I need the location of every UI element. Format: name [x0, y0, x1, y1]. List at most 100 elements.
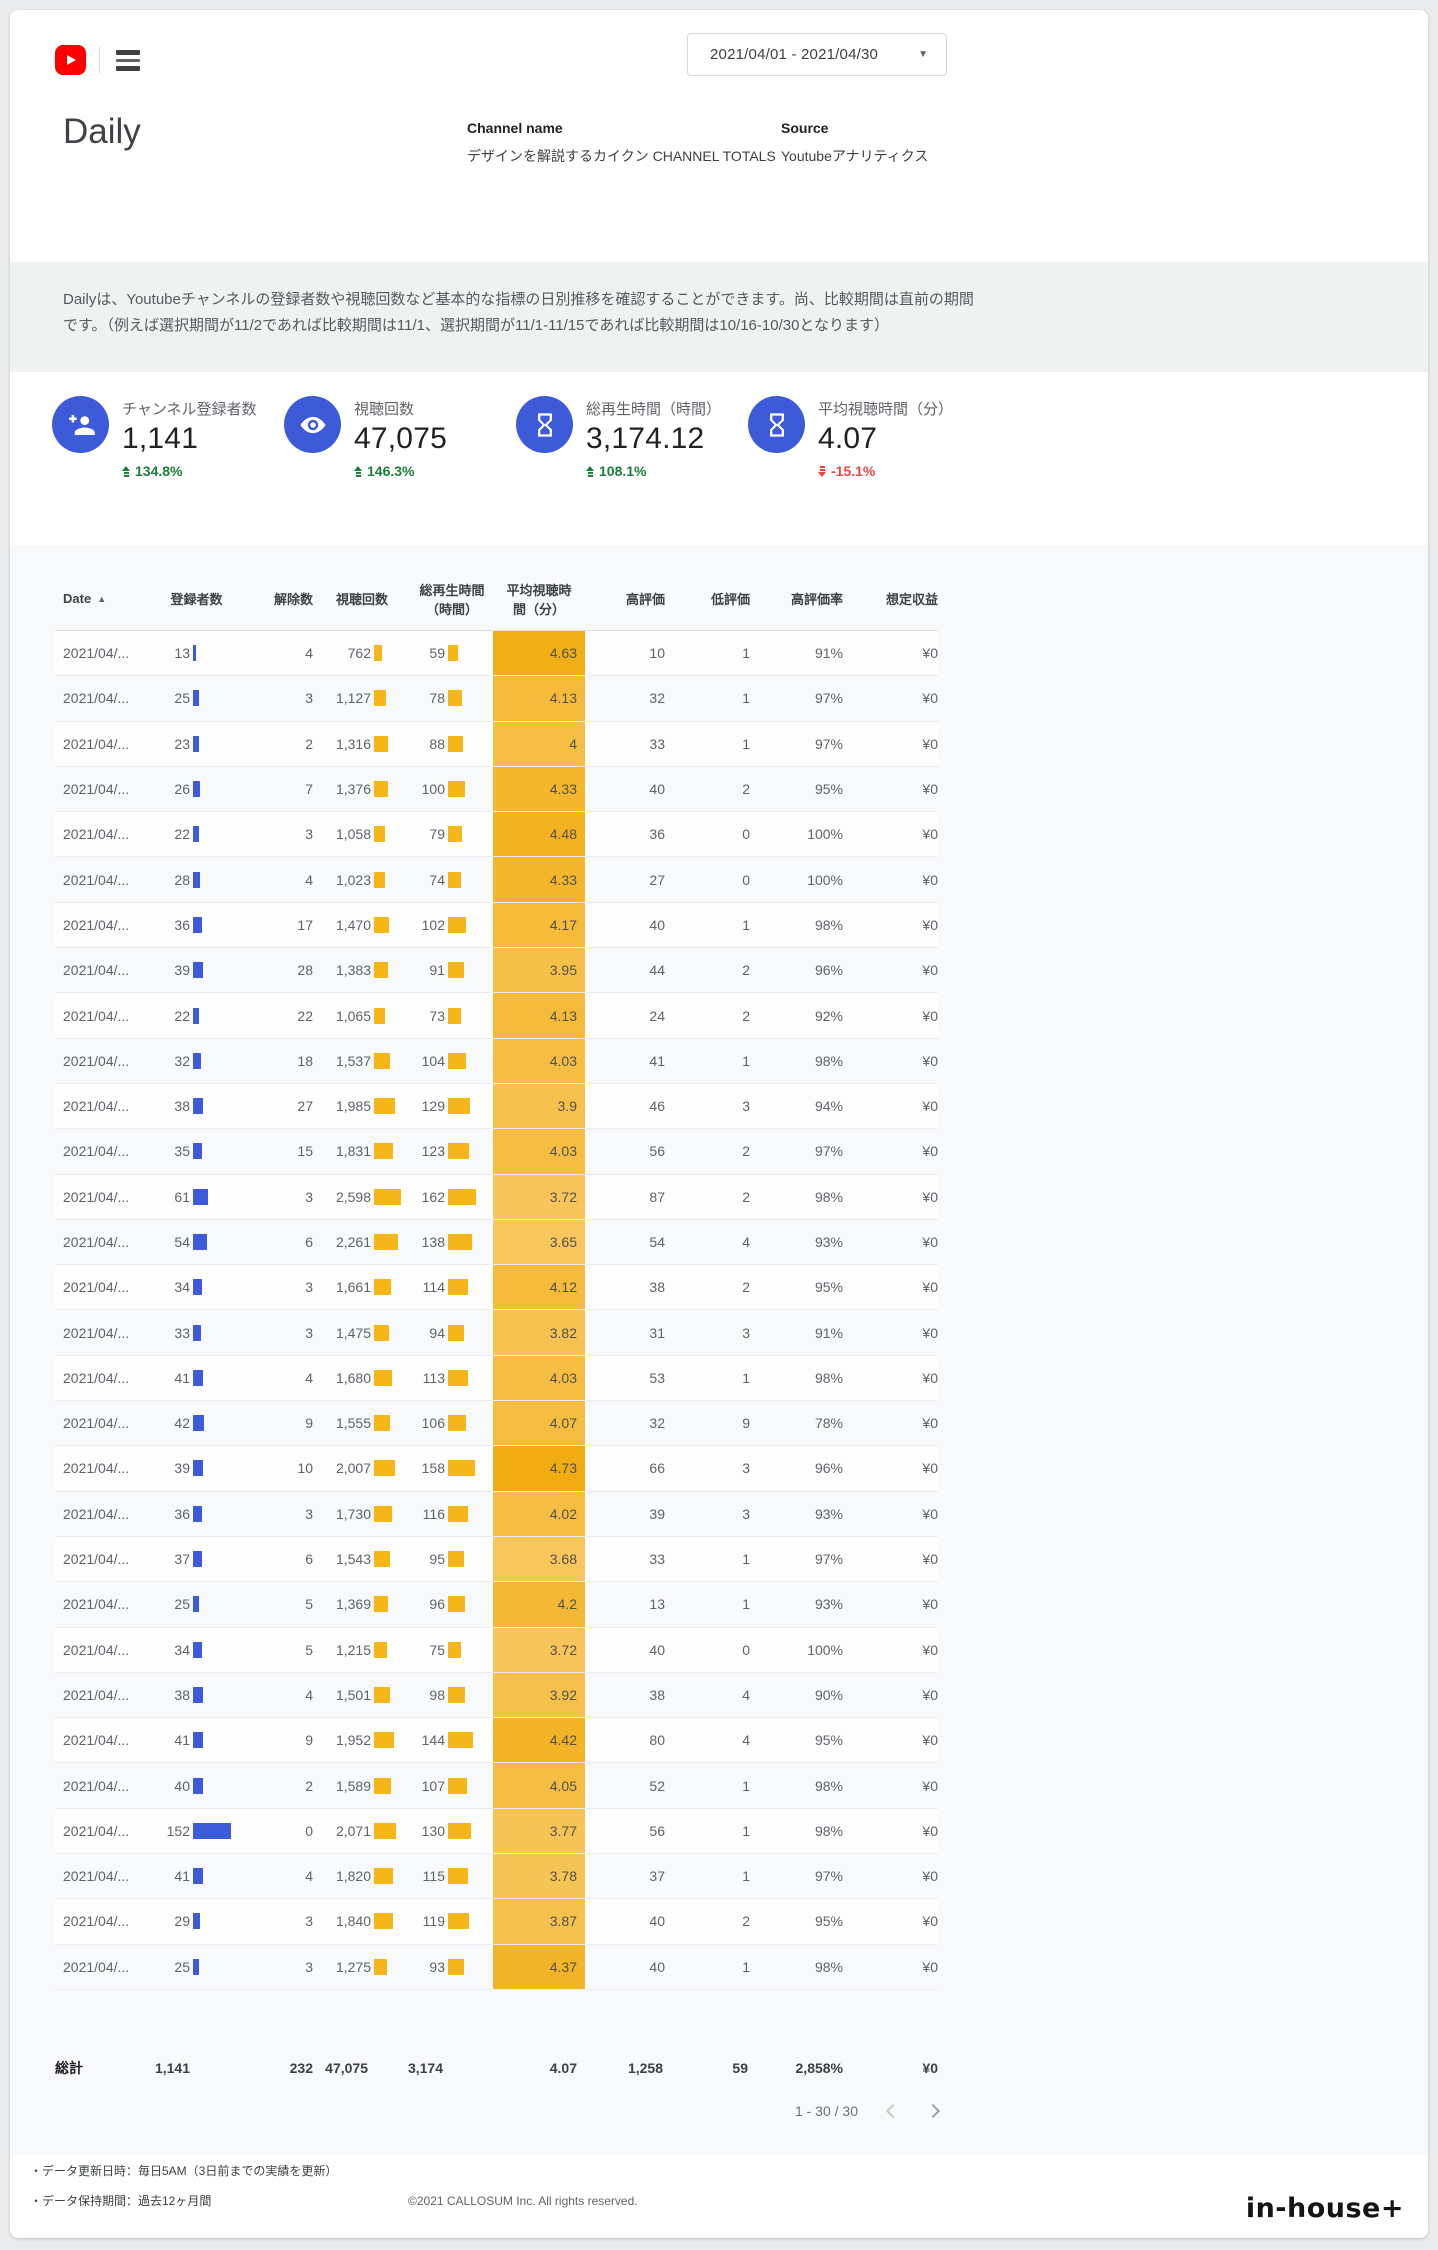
subscribers-bar [190, 1537, 238, 1581]
menu-icon[interactable] [116, 50, 140, 71]
like-rate-cell: 96% [814, 962, 843, 979]
watch-time-cell: 79 [429, 826, 445, 843]
table-row[interactable]: 2021/04/... 36 3 1,730 116 4.02 39 3 93% ¥0 [55, 1491, 938, 1537]
like-rate-cell: 97% [814, 1868, 843, 1885]
table-row[interactable]: 2021/04/... 38 27 1,985 129 3.9 46 3 94% ¥0 [55, 1083, 938, 1130]
subscribers-cell: 26 [174, 781, 190, 798]
subscribers-cell: 41 [174, 1868, 190, 1885]
table-row[interactable]: 2021/04/... 42 9 1,555 106 4.07 32 9 78% ¥0 [55, 1401, 938, 1447]
like-rate-cell: 97% [814, 1551, 843, 1568]
table-row[interactable]: 2021/04/... 32 18 1,537 104 4.03 41 1 98% ¥0 [55, 1038, 938, 1084]
table-row[interactable]: 2021/04/... 34 5 1,215 75 3.72 40 0 100% ¥0 [55, 1627, 938, 1673]
table-row[interactable]: 2021/04/... 54 6 2,261 138 3.65 54 4 93% ¥0 [55, 1219, 938, 1266]
subscribers-cell: 42 [174, 1415, 190, 1432]
views-cell: 1,661 [335, 1279, 371, 1296]
table-row[interactable]: 2021/04/... 152 0 2,071 130 3.77 56 1 98% ¥0 [55, 1808, 938, 1855]
column-header-avg-view-time[interactable]: 平均視聴時間（分） [506, 582, 572, 617]
watch-time-bar [445, 1537, 493, 1581]
likes-cell: 44 [649, 962, 665, 979]
table-row[interactable]: 2021/04/... 61 3 2,598 162 3.72 87 2 98% ¥0 [55, 1174, 938, 1220]
watch-time-cell: 158 [421, 1460, 445, 1477]
subscribers-bar [190, 1446, 238, 1490]
like-rate-cell: 95% [814, 1279, 843, 1296]
likes-cell: 10 [649, 645, 665, 662]
views-cell: 1,831 [335, 1143, 371, 1160]
like-rate-cell: 98% [814, 1369, 843, 1386]
column-header-views[interactable]: 視聴回数 [335, 592, 388, 607]
table-row[interactable]: 2021/04/... 26 7 1,376 100 4.33 40 2 95% ¥0 [55, 766, 938, 813]
subscribers-cell: 41 [174, 1369, 190, 1386]
date-range-selector[interactable]: 2021/04/01 - 2021/04/30 ▼ [687, 33, 947, 76]
subscribers-cell: 36 [174, 916, 190, 933]
table-row[interactable]: 2021/04/... 25 5 1,369 96 4.2 13 1 93% ¥0 [55, 1582, 938, 1628]
table-row[interactable]: 2021/04/... 28 4 1,023 74 4.33 27 0 100% ¥0 [55, 857, 938, 903]
table-row[interactable]: 2021/04/... 34 3 1,661 114 4.12 38 2 95% ¥0 [55, 1265, 938, 1311]
watch-time-cell: 113 [422, 1369, 445, 1386]
table-row[interactable]: 2021/04/... 41 4 1,680 113 4.03 53 1 98% ¥0 [55, 1355, 938, 1402]
table-row[interactable]: 2021/04/... 22 22 1,065 73 4.13 24 2 92% ¥0 [55, 993, 938, 1039]
date-cell: 2021/04/... [63, 1279, 130, 1296]
watch-time-cell: 98 [429, 1686, 445, 1703]
watch-time-bar [445, 1265, 493, 1309]
sort-asc-icon: ▲ [97, 594, 107, 604]
table-row[interactable]: 2021/04/... 25 3 1,275 93 4.37 40 1 98% ¥0 [55, 1944, 938, 1990]
table-row[interactable]: 2021/04/... 35 15 1,831 123 4.03 56 2 97% ¥0 [55, 1129, 938, 1175]
column-header-date[interactable]: Date ▲ [63, 591, 107, 606]
views-bar [371, 1854, 411, 1898]
dislikes-cell: 1 [742, 690, 750, 707]
table-row[interactable]: 2021/04/... 36 17 1,470 102 4.17 40 1 98% ¥0 [55, 902, 938, 949]
table-row[interactable]: 2021/04/... 41 4 1,820 115 3.78 37 1 97% ¥0 [55, 1854, 938, 1900]
watch-time-bar [445, 1220, 493, 1264]
prev-page-icon[interactable] [885, 2103, 901, 2119]
date-cell: 2021/04/... [63, 645, 130, 662]
like-rate-cell: 97% [814, 735, 843, 752]
column-header-dislikes[interactable]: 低評価 [710, 592, 750, 607]
watch-time-cell: 78 [429, 690, 445, 707]
column-header-likes[interactable]: 高評価 [625, 592, 665, 607]
revenue-cell: ¥0 [922, 1234, 938, 1250]
next-page-icon[interactable] [925, 2103, 941, 2119]
views-cell: 1,215 [335, 1641, 371, 1658]
avg-view-time-cell: 4.73 [493, 1446, 585, 1491]
dislikes-cell: 3 [742, 1505, 750, 1522]
unsubscribes-cell: 5 [305, 1596, 313, 1613]
column-header-subscribers[interactable]: 登録者数 [170, 592, 223, 607]
table-row[interactable]: 2021/04/... 22 3 1,058 79 4.48 36 0 100% ¥0 [55, 812, 938, 858]
like-rate-cell: 91% [814, 645, 843, 662]
table-row[interactable]: 2021/04/... 38 4 1,501 98 3.92 38 4 90% ¥0 [55, 1672, 938, 1719]
table-row[interactable]: 2021/04/... 25 3 1,127 78 4.13 32 1 97% ¥0 [55, 676, 938, 722]
kpi-views: 視聴回数 47,075 146.3% [284, 396, 516, 479]
watch-time-bar [445, 676, 493, 720]
subscribers-bar [190, 1763, 238, 1807]
date-cell: 2021/04/... [63, 1732, 130, 1749]
table-row[interactable]: 2021/04/... 29 3 1,840 119 3.87 40 2 95% ¥0 [55, 1899, 938, 1945]
date-cell: 2021/04/... [63, 1369, 130, 1386]
table-row[interactable]: 2021/04/... 13 4 762 59 4.63 10 1 91% ¥0 [55, 631, 938, 677]
kpi-delta: -15.1% [818, 463, 953, 479]
unsubscribes-cell: 9 [305, 1732, 313, 1749]
table-row[interactable]: 2021/04/... 33 3 1,475 94 3.82 31 3 91% ¥0 [55, 1310, 938, 1356]
watch-time-bar [445, 812, 493, 856]
likes-cell: 32 [649, 690, 665, 707]
table-row[interactable]: 2021/04/... 39 10 2,007 158 4.73 66 3 96% ¥0 [55, 1446, 938, 1492]
arrow-up-icon [354, 465, 362, 477]
table-row[interactable]: 2021/04/... 40 2 1,589 107 4.05 52 1 98% ¥0 [55, 1763, 938, 1809]
subscribers-bar [190, 857, 238, 901]
table-row[interactable]: 2021/04/... 41 9 1,952 144 4.42 80 4 95% ¥0 [55, 1718, 938, 1764]
column-header-like-rate[interactable]: 高評価率 [790, 592, 843, 607]
table-row[interactable]: 2021/04/... 37 6 1,543 95 3.68 33 1 97% ¥0 [55, 1536, 938, 1583]
divider [99, 47, 100, 73]
column-header-unsubscribes[interactable]: 解除数 [273, 592, 313, 607]
watch-time-bar [445, 1763, 493, 1807]
table-row[interactable]: 2021/04/... 39 28 1,383 91 3.95 44 2 96% ¥0 [55, 948, 938, 994]
table-row[interactable]: 2021/04/... 23 2 1,316 88 4 33 1 97% ¥0 [55, 721, 938, 767]
like-rate-cell: 78% [814, 1415, 843, 1432]
subscribers-cell: 25 [174, 1596, 190, 1613]
dislikes-cell: 1 [742, 1369, 750, 1386]
column-header-revenue[interactable]: 想定収益 [885, 592, 938, 607]
watch-time-bar [445, 1854, 493, 1898]
watch-time-cell: 116 [422, 1505, 445, 1522]
dislikes-cell: 2 [742, 781, 750, 798]
likes-cell: 40 [649, 916, 665, 933]
column-header-watch-time[interactable]: 総再生時間（時間） [419, 582, 485, 617]
